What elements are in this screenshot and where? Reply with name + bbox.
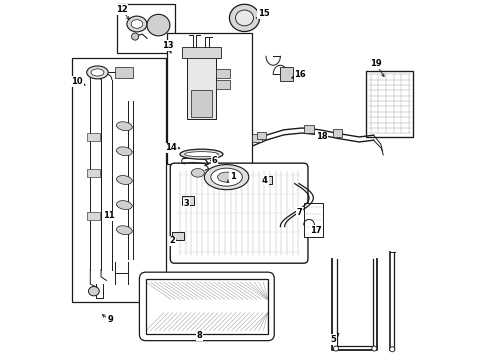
Ellipse shape [229,4,259,32]
Ellipse shape [126,16,147,32]
Bar [145,279,267,334]
Ellipse shape [147,14,169,36]
Bar [280,67,292,81]
Text: 8: 8 [196,332,202,341]
Bar [215,80,230,89]
Ellipse shape [86,66,108,79]
Text: 14: 14 [165,143,177,152]
Ellipse shape [116,176,132,184]
Text: 11: 11 [103,211,115,220]
Bar [187,56,215,119]
Ellipse shape [210,168,242,186]
Text: 9: 9 [107,315,113,324]
Ellipse shape [389,347,394,352]
Bar [190,90,212,117]
Bar [87,168,100,177]
Ellipse shape [91,69,104,76]
Bar [87,133,100,141]
Text: 6: 6 [211,156,217,165]
Text: 7: 7 [296,208,302,217]
Text: 3: 3 [183,199,188,208]
Bar [182,47,221,58]
Ellipse shape [204,165,248,190]
Bar [303,203,323,237]
Bar [117,4,174,53]
Ellipse shape [116,122,132,131]
Ellipse shape [217,172,235,182]
Text: 13: 13 [161,41,173,50]
Text: 12: 12 [115,5,127,14]
Ellipse shape [371,346,376,351]
Ellipse shape [184,152,218,157]
Text: 16: 16 [294,70,305,79]
Text: 19: 19 [369,59,381,68]
Ellipse shape [235,10,253,26]
Ellipse shape [131,20,142,28]
Ellipse shape [180,149,223,159]
Bar [252,134,261,142]
Text: 18: 18 [315,132,327,141]
FancyBboxPatch shape [170,163,307,263]
Text: 1: 1 [229,172,235,181]
Ellipse shape [191,168,204,177]
Text: 4: 4 [262,176,267,185]
Ellipse shape [131,33,139,40]
Bar [366,71,412,137]
Text: 2: 2 [169,237,175,246]
Bar [261,176,271,184]
FancyBboxPatch shape [139,272,274,341]
Text: 17: 17 [309,226,321,235]
Bar [304,125,313,133]
Bar [366,71,412,137]
Text: 15: 15 [258,9,269,18]
Bar [87,212,100,220]
Bar [115,67,133,78]
Bar [172,232,183,240]
Text: 10: 10 [71,77,82,86]
Bar [182,196,193,205]
Ellipse shape [116,226,132,235]
Ellipse shape [88,287,99,296]
Ellipse shape [116,201,132,210]
Bar [332,129,342,136]
Ellipse shape [333,346,338,351]
Text: 5: 5 [330,335,336,344]
Bar [257,132,266,139]
Bar [72,58,165,302]
Bar [167,33,251,164]
Ellipse shape [116,147,132,156]
Bar [215,69,230,78]
